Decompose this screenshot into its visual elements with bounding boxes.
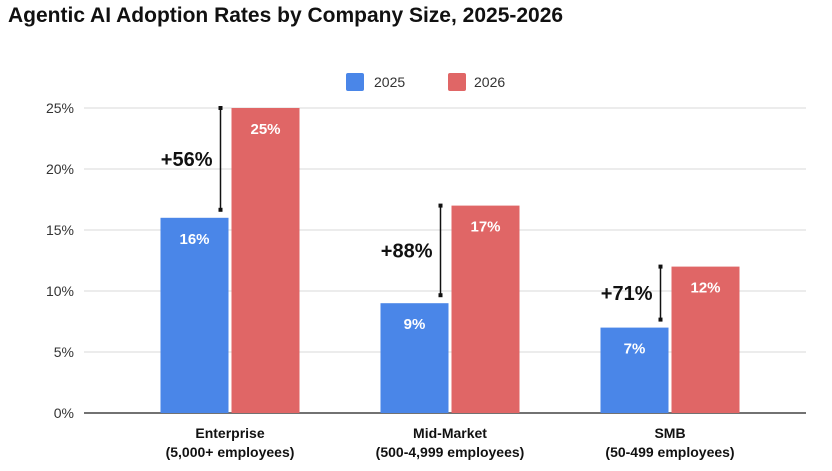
chart-title: Agentic AI Adoption Rates by Company Siz… <box>8 4 564 27</box>
bar-value-label: 16% <box>179 231 209 248</box>
bar <box>231 108 300 413</box>
growth-bracket-cap <box>658 264 663 269</box>
category-label: Mid-Market <box>413 425 487 441</box>
growth-label: +71% <box>601 283 653 305</box>
category-sublabel: (500-4,999 employees) <box>376 444 525 460</box>
y-tick-label: 20% <box>46 161 74 177</box>
y-tick-label: 15% <box>46 222 74 238</box>
y-tick-label: 25% <box>46 100 74 116</box>
category-sublabel: (5,000+ employees) <box>166 444 295 460</box>
legend-swatch <box>448 73 466 91</box>
growth-bracket-cap <box>218 207 223 212</box>
bar-value-label: 7% <box>624 341 646 358</box>
bar-value-label: 17% <box>470 219 500 236</box>
growth-label: +88% <box>381 240 433 262</box>
legend-swatch <box>346 73 364 91</box>
growth-bracket-cap <box>438 293 443 298</box>
y-tick-label: 0% <box>54 405 74 421</box>
growth-label: +56% <box>161 149 213 171</box>
growth-bracket-cap <box>658 317 663 322</box>
growth-bracket-cap <box>218 106 223 110</box>
bar <box>380 303 449 413</box>
y-tick-label: 5% <box>54 344 74 360</box>
category-label: SMB <box>654 425 685 441</box>
bar-value-label: 9% <box>404 316 426 333</box>
y-tick-label: 10% <box>46 283 74 299</box>
growth-bracket-cap <box>438 203 443 208</box>
bar <box>160 217 229 413</box>
legend-label: 2025 <box>374 74 405 90</box>
legend-label: 2026 <box>474 74 505 90</box>
category-label: Enterprise <box>195 425 264 441</box>
bar-value-label: 12% <box>690 280 720 297</box>
category-sublabel: (50-499 employees) <box>605 444 734 460</box>
bar <box>671 266 740 413</box>
bar-value-label: 25% <box>250 121 280 138</box>
bar <box>600 327 669 413</box>
bar <box>451 205 520 413</box>
